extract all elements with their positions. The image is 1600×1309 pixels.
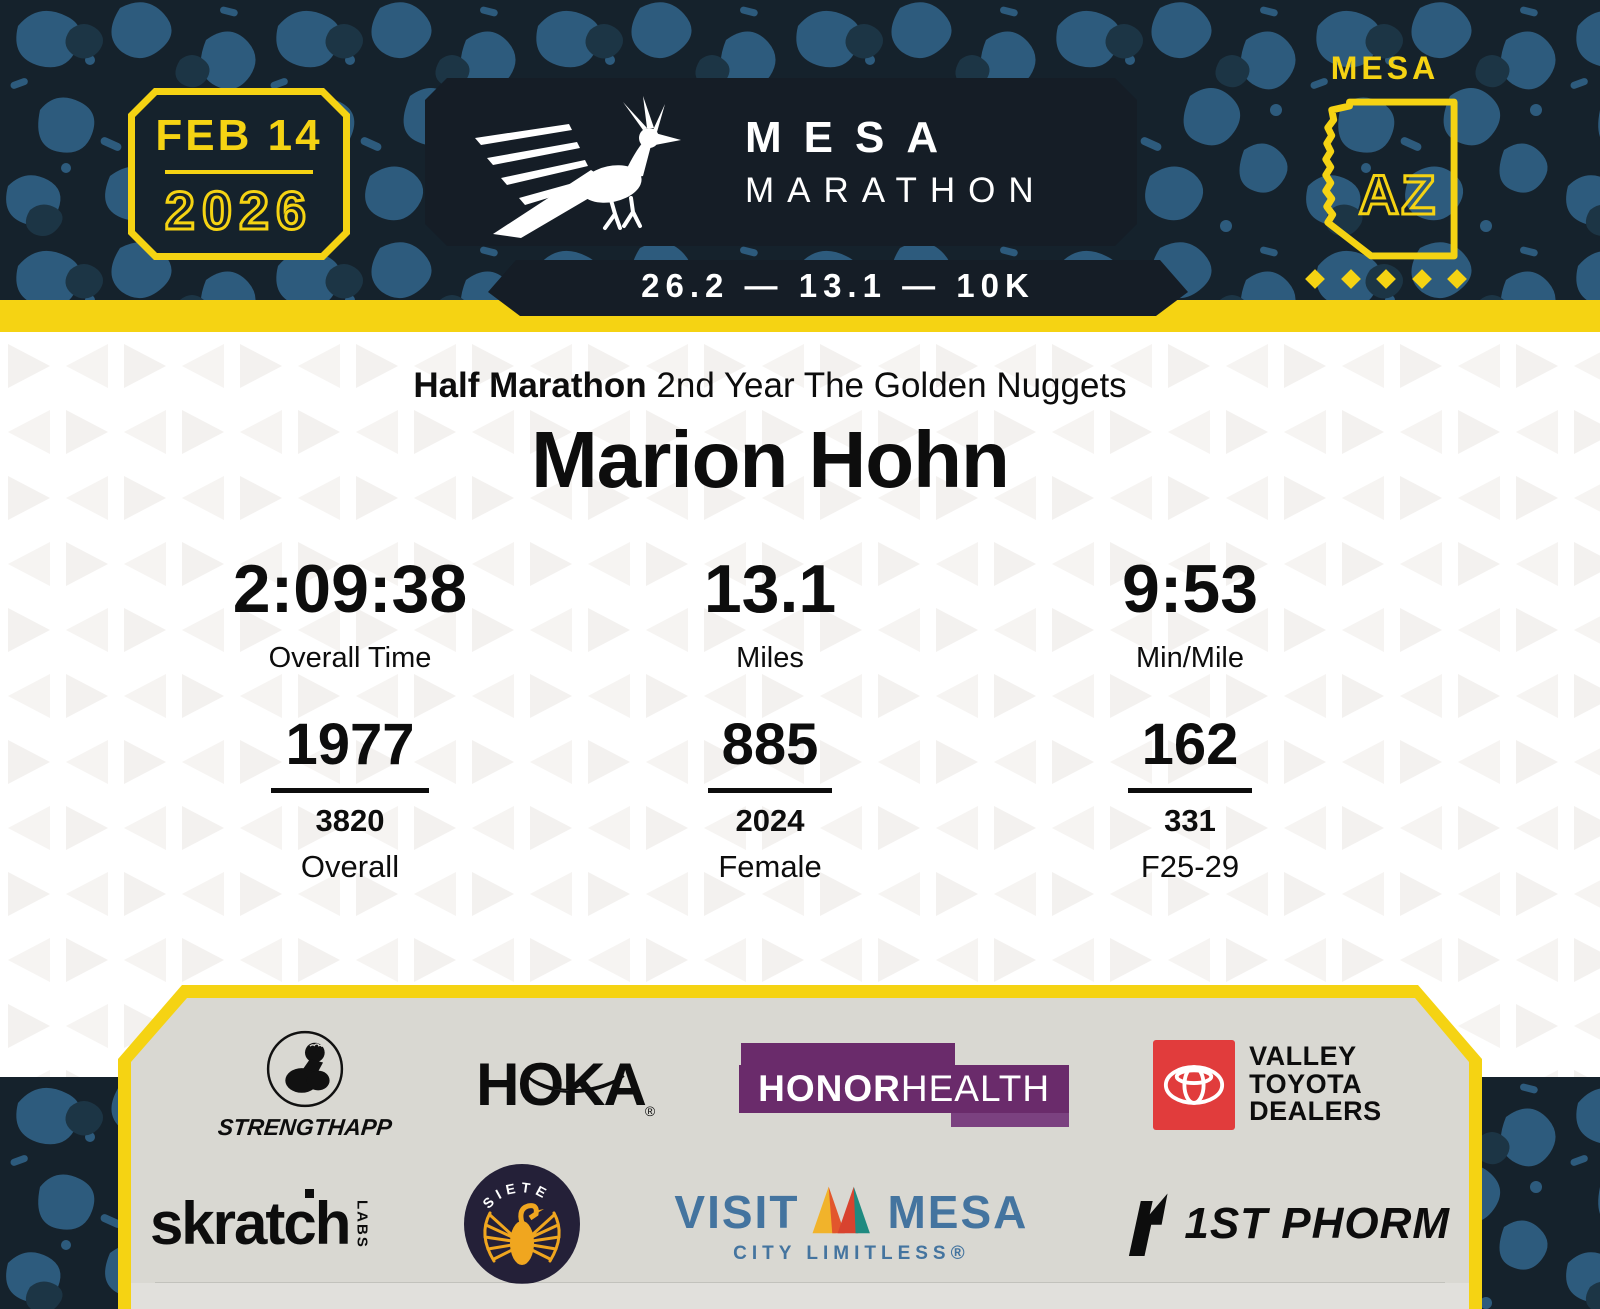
header-banner: FEB 14 2026 [0,0,1600,332]
rankings-row: 1977 3820 Overall 885 2024 Female 162 33… [140,711,1400,885]
distances-ribbon: 26.2 — 13.1 — 10K [488,260,1188,316]
date-badge: FEB 14 2026 [128,88,350,260]
toyota-emblem-icon [1164,1064,1225,1105]
rank-total: 2024 [735,803,805,838]
stat-value: 2:09:38 [232,551,468,627]
sponsor-hoka-logo: HOKA® [476,1050,655,1119]
diamond-row [1305,269,1467,289]
toyota-emblem-box [1153,1039,1236,1130]
triangle-pattern-background [0,332,1600,1077]
honorhealth-light: HEALTH [900,1067,1051,1109]
diamond-icon [1340,269,1361,289]
hoka-wordmark: HOKA [476,1051,647,1118]
hoka-wing-icon [523,1073,625,1093]
rank-place: 1977 [271,711,429,793]
race-suffix: 2nd Year The Golden Nuggets [646,366,1127,405]
stat-pace: 9:53 Min/Mile [980,550,1400,675]
registered-mark: ® [644,1103,656,1119]
stat-miles: 13.1 Miles [560,550,980,675]
rank-gender: 885 2024 Female [560,711,980,885]
arizona-state-outline-icon [1322,98,1458,260]
distances-text: 26.2 — 13.1 — 10K [641,267,1035,304]
1st-phorm-icon [1129,1193,1168,1256]
siete-emblem-icon: SIETE [464,1164,581,1284]
phorm-wordmark: 1ST PHORM [1184,1199,1451,1248]
visit-mesa-tagline: CITY LIMITLESS® [733,1243,970,1264]
race-name: Half Marathon [413,366,647,405]
sponsor-row-2: skratch LABS SIETE [131,1163,1469,1285]
strengthapp-wordmark: STRENGTHAPP [217,1114,394,1140]
stat-label: Miles [736,642,804,674]
sponsor-row-1: STRENGTHAPP HOKA® HONOR HEALTH [131,1028,1469,1141]
skratch-dot [305,1189,315,1198]
date-text: FEB 14 [155,111,323,160]
sponsor-footer-strip [131,1283,1469,1309]
stat-label: Overall Time [268,642,432,674]
stat-value: 13.1 [703,551,837,627]
toyota-line: VALLEY [1249,1041,1357,1072]
rank-place: 885 [707,711,833,793]
sponsor-siete-logo: SIETE [462,1163,582,1285]
diamond-icon [1376,269,1396,289]
toyota-wordmark: VALLEY TOYOTA DEALERS [1249,1043,1382,1126]
sponsor-honorhealth-logo: HONOR HEALTH [739,1042,1070,1127]
az-state-label: AZ [1357,162,1438,228]
rank-label: F25-29 [1140,849,1240,884]
date-year: 2026 [163,180,314,243]
diamond-icon [1447,269,1467,289]
athlete-name: Marion Hohn [531,415,1010,504]
rank-total: 3820 [315,803,385,838]
rank-division: 162 331 F25-29 [980,711,1400,885]
stats-row: 2:09:38 Overall Time 13.1 Miles 9:53 Min… [140,550,1400,675]
rank-label: Overall [300,849,400,884]
sponsor-valley-toyota-logo: VALLEY TOYOTA DEALERS [1153,1039,1382,1130]
toyota-line: TOYOTA [1249,1068,1363,1099]
honorhealth-wordmark: HONOR HEALTH [739,1064,1070,1113]
stat-label: Min/Mile [1136,642,1244,674]
stat-value: 9:53 [1121,551,1259,627]
arizona-badge: MESA AZ [1300,50,1470,302]
result-section: Half Marathon 2nd Year The Golden Nugget… [0,332,1600,1077]
skratch-labs-text: LABS [353,1200,371,1249]
sponsor-separator-line [155,1282,1445,1283]
event-logo-panel: MESA MARATHON [425,78,1137,246]
logo-title: MESA [745,113,961,162]
skratch-wordmark: skratch [149,1190,351,1257]
rank-overall: 1977 3820 Overall [140,711,560,885]
rank-total: 331 [1164,803,1216,838]
az-city-label: MESA [1330,50,1440,86]
roadrunner-icon [475,96,681,238]
logo-subtitle: MARATHON [745,171,1047,210]
sponsor-1st-phorm-logo: 1ST PHORM [1120,1188,1450,1260]
toyota-line: DEALERS [1249,1096,1382,1127]
visit-word: VISIT [674,1186,800,1238]
flexed-arm-icon [267,1030,344,1108]
sponsor-strengthapp-logo: STRENGTHAPP [217,1028,394,1141]
race-subtitle: Half Marathon 2nd Year The Golden Nugget… [0,366,1540,406]
diamond-icon [1411,269,1432,289]
sponsor-skratch-labs-logo: skratch LABS [149,1189,371,1257]
mesa-word: MESA [887,1186,1029,1238]
rank-place: 162 [1127,711,1253,793]
diamond-icon [1305,269,1325,289]
visit-mesa-mountains-icon [812,1186,871,1234]
sponsor-panel: STRENGTHAPP HOKA® HONOR HEALTH [118,985,1482,1309]
date-divider [165,170,313,174]
sponsor-visit-mesa-logo: VISIT MESA CITY LIMITLESS® [674,1183,1028,1265]
rank-label: Female [718,849,822,884]
honorhealth-bold: HONOR [758,1067,901,1109]
stat-overall-time: 2:09:38 Overall Time [140,550,560,675]
